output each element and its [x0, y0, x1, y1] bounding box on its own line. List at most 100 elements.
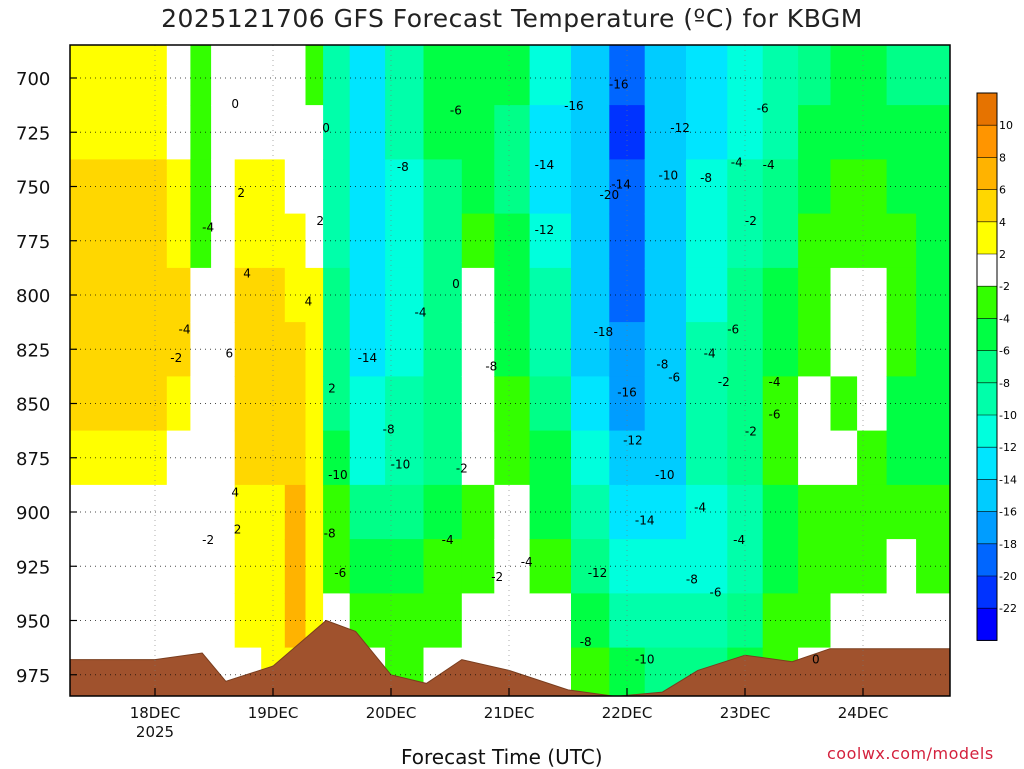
credit-link[interactable]: coolwx.com/models — [827, 744, 994, 763]
temperature-cell — [886, 593, 917, 649]
x-tick-label: 20DEC — [366, 704, 417, 722]
temperature-cell — [190, 430, 212, 486]
contour-label: -2 — [718, 375, 730, 389]
y-axis: 700 725 750 775 800 825 850 875 900 925 950 975 — [16, 69, 77, 687]
colorbar-label: 6 — [999, 184, 1006, 197]
colorbar-swatch — [977, 479, 997, 513]
temperature-cell — [211, 45, 236, 106]
temperature-cell — [190, 322, 212, 377]
temperature-cell — [261, 105, 286, 160]
temperature-cell — [609, 45, 646, 106]
temperature-cell — [461, 105, 495, 160]
temperature-cell — [423, 376, 463, 432]
contour-label: -8 — [656, 357, 668, 371]
temperature-cell — [798, 213, 832, 269]
temperature-cell — [916, 593, 950, 649]
contour-label: -10 — [328, 468, 348, 482]
temperature-cell — [385, 376, 425, 432]
temperature-cell — [305, 322, 324, 377]
colorbar-swatch — [977, 221, 997, 255]
temperature-cell — [385, 593, 425, 649]
contour-label: -4 — [442, 533, 454, 547]
temperature-cell — [305, 45, 324, 106]
temperature-cell — [686, 430, 728, 486]
temperature-cell — [886, 159, 917, 215]
temperature-cell — [830, 45, 858, 106]
temperature-cell — [830, 105, 858, 160]
colorbar-swatch — [977, 382, 997, 416]
temperature-cell — [857, 376, 888, 432]
y-tick-label: 725 — [16, 123, 50, 144]
temperature-cell — [916, 105, 950, 160]
colorbar-label: -22 — [999, 602, 1017, 615]
temperature-cell — [234, 159, 262, 215]
temperature-cell — [644, 45, 687, 106]
temperature-cell — [830, 322, 858, 377]
contour-label: -2 — [745, 425, 757, 439]
temperature-cell — [571, 45, 610, 106]
temperature-cell — [261, 484, 286, 540]
contour-label: -8 — [700, 171, 712, 185]
contour-labels: -16-16-20-14-12-18-16-6-8-140-4-8-10-10-… — [170, 78, 819, 667]
x-tick-sublabel: 2025 — [136, 723, 174, 741]
temperature-cell — [916, 484, 950, 540]
contour-label: -6 — [769, 407, 781, 421]
temperature-cell — [461, 159, 495, 215]
temperature-cell — [423, 484, 463, 540]
contour-label: -8 — [686, 572, 698, 586]
contour-label: 2 — [237, 186, 245, 200]
contour-label: -4 — [763, 158, 775, 172]
temperature-cell — [798, 105, 832, 160]
contour-label: -16 — [564, 99, 584, 113]
temperature-cell — [190, 159, 212, 215]
temperature-cell — [916, 430, 950, 486]
contour-label: -16 — [609, 78, 629, 92]
contour-label: -6 — [727, 323, 739, 337]
temperature-cell — [423, 539, 463, 594]
temperature-cell — [385, 105, 425, 160]
contour-label: 2 — [234, 522, 242, 536]
temperature-cell — [305, 105, 324, 160]
colorbar-swatch — [977, 318, 997, 352]
temperature-cell — [609, 105, 646, 160]
temperature-cell — [323, 376, 351, 432]
temperature-cell — [461, 213, 495, 269]
contour-label: 4 — [243, 266, 251, 280]
temperature-cell — [830, 539, 858, 594]
colorbar-swatch — [977, 189, 997, 223]
colorbar-swatch — [977, 543, 997, 577]
y-tick-label: 975 — [16, 666, 50, 687]
temperature-cell — [686, 45, 728, 106]
temperature-cell — [284, 45, 307, 106]
temperature-cell — [609, 376, 646, 432]
temperature-cell — [305, 159, 324, 215]
contour-label: 4 — [231, 485, 239, 499]
contour-label: -2 — [745, 214, 757, 228]
temperature-cell — [305, 484, 324, 540]
temperature-cell — [305, 267, 324, 323]
temperature-cell — [686, 105, 728, 160]
temperature-cell — [323, 159, 351, 215]
temperature-cell — [857, 45, 888, 106]
temperature-cell — [190, 593, 212, 649]
contour-label: 2 — [328, 381, 336, 395]
temperature-cell — [211, 159, 236, 215]
colorbar-swatch — [977, 93, 997, 126]
temperature-cell — [385, 484, 425, 540]
terrain-layer — [70, 619, 950, 696]
temperature-cell — [423, 159, 463, 215]
temperature-cell — [234, 539, 262, 594]
temperature-cell — [461, 322, 495, 377]
temperature-cell — [234, 322, 262, 377]
temperature-cell — [234, 213, 262, 269]
contour-label: -4 — [704, 347, 716, 361]
temperature-cell — [70, 213, 168, 269]
temperature-cell — [916, 539, 950, 594]
colorbar-label: -10 — [999, 409, 1017, 422]
contour-label: -4 — [179, 323, 191, 337]
temperature-cell — [234, 105, 262, 160]
temperature-cell — [857, 484, 888, 540]
temperature-cell — [857, 593, 888, 649]
temperature-cell — [305, 539, 324, 594]
